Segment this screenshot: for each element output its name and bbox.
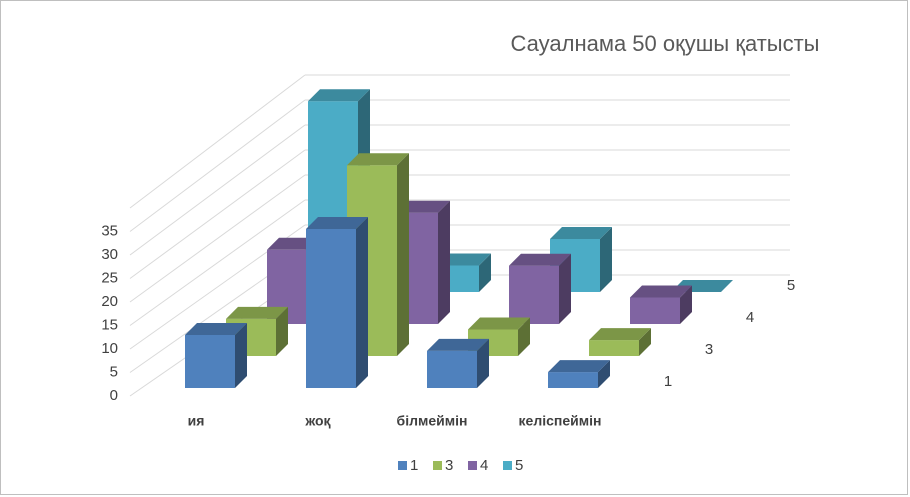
bar — [347, 153, 409, 356]
y-tick-label: 15 — [101, 316, 118, 333]
depth-label: 1 — [664, 373, 672, 390]
depth-label: 4 — [746, 309, 754, 326]
y-tick-label: 35 — [101, 222, 118, 239]
bar — [550, 227, 612, 292]
legend-swatch — [398, 461, 407, 470]
grid-line — [129, 74, 306, 209]
bar-side — [639, 328, 651, 356]
bar-front — [548, 372, 598, 388]
grid-line — [129, 199, 306, 326]
bar — [427, 338, 489, 388]
bar-front — [427, 350, 477, 388]
x-tick-label: білмеймін — [397, 413, 468, 429]
bar-side — [276, 306, 288, 356]
bar-front — [630, 297, 680, 324]
bar-top — [468, 317, 530, 330]
bar-top — [509, 253, 571, 266]
bar-top — [308, 89, 370, 102]
bar-front — [589, 340, 639, 356]
bar-top — [306, 217, 368, 229]
bar-side — [477, 338, 489, 388]
legend-swatch — [468, 461, 477, 470]
legend-label: 5 — [515, 457, 523, 474]
bar-top — [550, 227, 612, 239]
bar-front — [185, 335, 235, 388]
y-tick-label: 5 — [110, 363, 118, 380]
y-tick-label: 30 — [101, 246, 118, 263]
grid-line — [129, 174, 306, 303]
legend-swatch — [433, 461, 442, 470]
bar — [548, 360, 610, 388]
grid-line — [129, 99, 306, 232]
bar-top — [226, 306, 288, 319]
bar-side — [479, 253, 491, 292]
y-tick-label: 10 — [101, 340, 118, 357]
bar — [630, 285, 692, 324]
depth-label: 5 — [787, 277, 795, 294]
bar-side — [235, 323, 247, 388]
grid-line — [129, 149, 306, 279]
bar-side — [397, 153, 409, 356]
bar-top — [427, 338, 489, 351]
bar-side — [559, 253, 571, 324]
y-tick-label: 25 — [101, 269, 118, 286]
bar — [185, 323, 247, 388]
bar-top — [548, 360, 610, 373]
y-tick-label: 0 — [110, 387, 118, 404]
bar-side — [598, 360, 610, 388]
x-tick-label: жоқ — [304, 413, 330, 429]
legend-label: 4 — [480, 457, 488, 474]
bar — [509, 253, 571, 324]
legend-swatch — [503, 461, 512, 470]
x-tick-label: келіспеймін — [519, 413, 602, 429]
bar-side — [356, 217, 368, 388]
y-tick-label: 20 — [101, 293, 118, 310]
legend-label: 1 — [410, 457, 418, 474]
bar-top — [347, 153, 409, 166]
bar-top — [630, 285, 692, 298]
bar — [306, 217, 368, 388]
bar-top — [185, 323, 247, 335]
bar-top — [589, 328, 651, 341]
bar-side — [680, 285, 692, 324]
bar-side — [600, 227, 612, 292]
legend-label: 3 — [445, 457, 453, 474]
x-tick-label: ия — [188, 413, 205, 429]
depth-label: 3 — [705, 341, 713, 358]
bar-front — [306, 229, 356, 388]
grid-line — [129, 124, 306, 256]
bar-side — [438, 200, 450, 324]
bar-side — [518, 317, 530, 356]
bar-front — [509, 265, 559, 324]
bar — [589, 328, 651, 356]
chart-title: Сауалнама 50 оқушы қатысты — [511, 31, 820, 56]
